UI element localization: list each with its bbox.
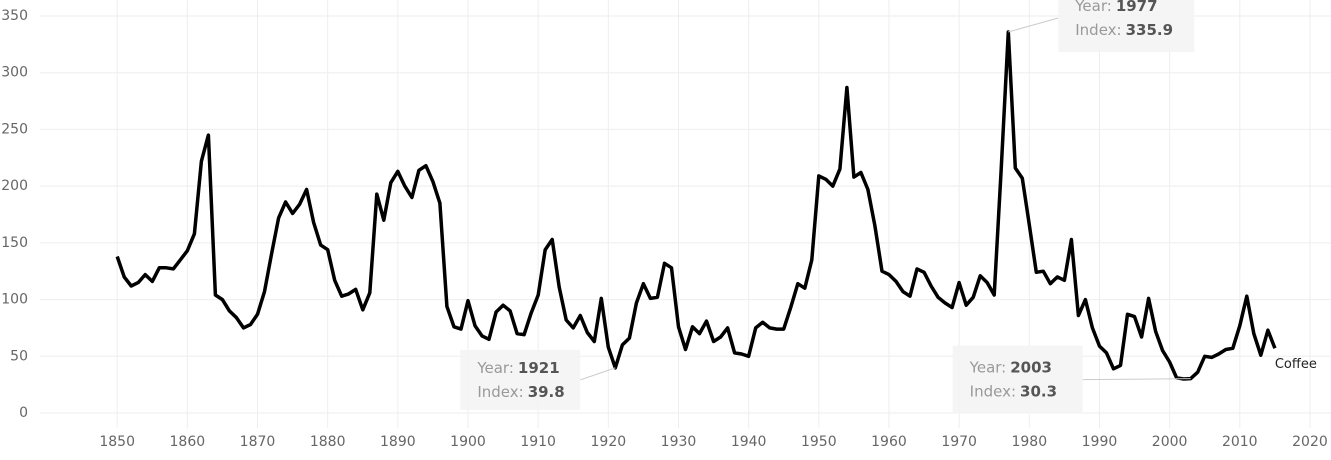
y-tick-label: 0 bbox=[19, 405, 28, 421]
x-tick-label: 1940 bbox=[731, 434, 767, 450]
x-tick-label: 2010 bbox=[1222, 434, 1258, 450]
x-tick-label: 1900 bbox=[450, 434, 486, 450]
annotation-index: Index: 30.3 bbox=[970, 382, 1057, 400]
annotation-label: Year: bbox=[476, 358, 514, 376]
annotation-value: 39.8 bbox=[528, 382, 565, 400]
annotation-year: Year: 2003 bbox=[969, 358, 1052, 376]
annotation-label: Year: bbox=[969, 358, 1007, 376]
annotation-year: Year: 1977 bbox=[1074, 0, 1157, 14]
x-tick-label: 2020 bbox=[1292, 434, 1328, 450]
x-tick-label: 1920 bbox=[591, 434, 627, 450]
y-tick-label: 300 bbox=[1, 65, 28, 81]
x-tick-label: 1960 bbox=[871, 434, 907, 450]
annotation-leader bbox=[1008, 17, 1059, 33]
y-tick-label: 350 bbox=[1, 8, 28, 24]
series-label: Coffee bbox=[1275, 357, 1317, 372]
x-tick-label: 2000 bbox=[1152, 434, 1188, 450]
annotation-box bbox=[952, 345, 1083, 414]
x-tick-label: 1970 bbox=[941, 434, 977, 450]
series-line bbox=[115, 30, 1277, 381]
annotation-label: Index: bbox=[1075, 20, 1121, 38]
x-tick-label: 1860 bbox=[170, 434, 206, 450]
annotation-index: Index: 335.9 bbox=[1075, 20, 1173, 38]
x-tick-label: 1950 bbox=[801, 434, 837, 450]
x-tick-label: 1870 bbox=[240, 434, 276, 450]
annotation-value: 335.9 bbox=[1126, 20, 1173, 38]
y-tick-label: 150 bbox=[1, 235, 28, 251]
annotation-year: Year: 1921 bbox=[476, 358, 559, 376]
x-tick-label: 1890 bbox=[380, 434, 416, 450]
x-tick-label: 1990 bbox=[1082, 434, 1118, 450]
annotation-leader bbox=[1082, 378, 1191, 381]
annotation-label: Index: bbox=[970, 382, 1016, 400]
annotation-value: 30.3 bbox=[1020, 382, 1057, 400]
annotation-value: 1921 bbox=[518, 358, 560, 376]
x-tick-label: 1880 bbox=[310, 434, 346, 450]
annotation-index: Index: 39.8 bbox=[477, 382, 564, 400]
y-tick-label: 250 bbox=[1, 121, 28, 137]
y-tick-label: 50 bbox=[10, 348, 28, 364]
annotation-value: 2003 bbox=[1010, 358, 1052, 376]
annotation-value: 1977 bbox=[1116, 0, 1158, 14]
annotation-label: Year: bbox=[1074, 0, 1112, 14]
annotation-leader bbox=[580, 367, 616, 381]
x-tick-label: 1910 bbox=[520, 434, 556, 450]
y-tick-label: 100 bbox=[1, 292, 28, 308]
annotation-box bbox=[460, 349, 581, 410]
y-tick-label: 200 bbox=[1, 178, 28, 194]
x-tick-label: 1930 bbox=[661, 434, 697, 450]
x-tick-label: 1980 bbox=[1011, 434, 1047, 450]
annotation-label: Index: bbox=[477, 382, 523, 400]
x-tick-label: 1850 bbox=[99, 434, 135, 450]
annotation-box bbox=[1058, 0, 1195, 52]
